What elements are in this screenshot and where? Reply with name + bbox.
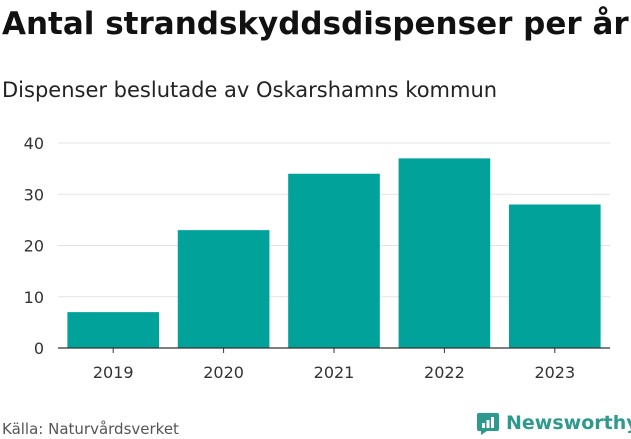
bar-chart: 0 10 20 30 40 2019 2020 2021 2022 2023 — [24, 134, 610, 382]
x-tick-label: 2021 — [314, 363, 355, 382]
brand-logo: Newsworthy — [476, 410, 631, 436]
y-tick-label: 30 — [24, 185, 44, 204]
bar-2020 — [177, 230, 270, 348]
chart-subtitle: Dispenser beslutade av Oskarshamns kommu… — [2, 78, 498, 102]
bars — [67, 158, 601, 348]
x-tick-label: 2022 — [424, 363, 465, 382]
chart-title: Antal strandskyddsdispenser per år — [2, 6, 629, 42]
y-tick-label: 0 — [34, 339, 44, 358]
bar-2022 — [398, 158, 491, 348]
brand-name: Newsworthy — [506, 412, 631, 434]
x-tick-label: 2023 — [534, 363, 575, 382]
bar-2019 — [67, 312, 160, 348]
axes: 0 10 20 30 40 2019 2020 2021 2022 2023 — [24, 134, 610, 382]
x-tick-label: 2019 — [93, 363, 134, 382]
y-tick-label: 40 — [24, 134, 44, 153]
bar-2021 — [288, 173, 380, 348]
y-tick-label: 20 — [24, 237, 44, 256]
newsworthy-logo-icon — [477, 413, 499, 435]
x-tick-label: 2020 — [203, 363, 244, 382]
source-note: Källa: Naturvårdsverket — [2, 420, 179, 438]
y-tick-label: 10 — [24, 288, 44, 307]
bar-2023 — [508, 204, 601, 348]
